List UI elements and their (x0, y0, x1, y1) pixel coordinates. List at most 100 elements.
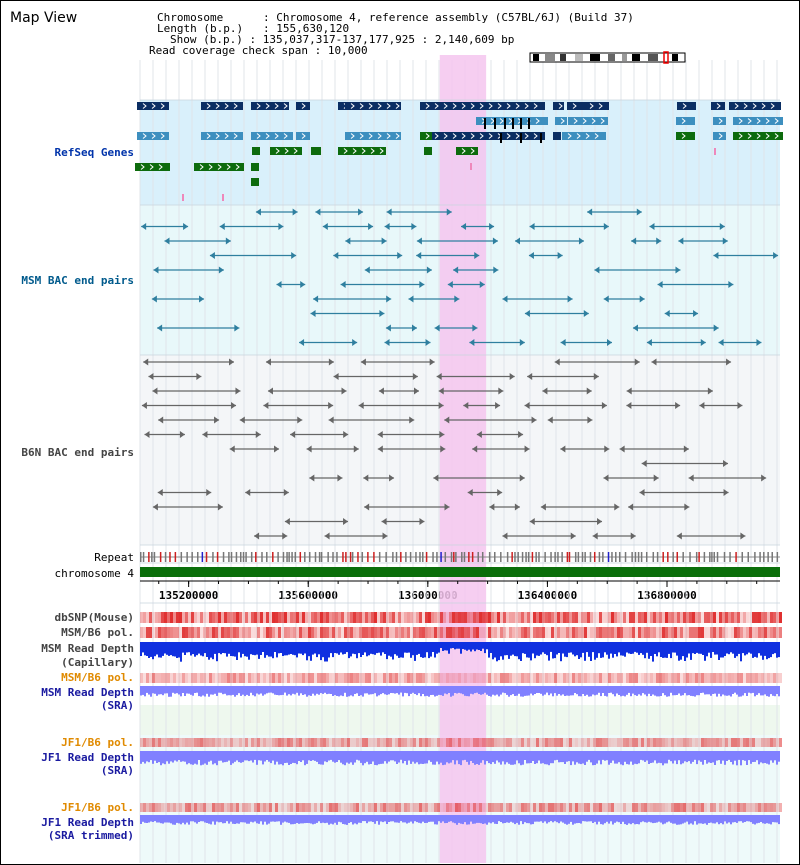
msm-b6-pol-sra-bin (656, 673, 659, 683)
msm-capillary-depth-bar (144, 642, 146, 656)
msm-capillary-depth-bar (218, 642, 220, 654)
msm-bac-pair-end (587, 208, 593, 216)
msm-sra-depth-bar (224, 686, 226, 694)
msm-capillary-depth-bar (166, 642, 168, 655)
jf1-b6-pol-bin (674, 738, 677, 747)
jf1-b6-pol-bin (659, 738, 662, 747)
repeat-element (517, 552, 519, 562)
gene-feature (201, 132, 243, 140)
jf1-sra-trimmed-depth-bar (140, 815, 142, 824)
jf1-sra-depth-bar (444, 751, 446, 765)
jf1-b6-pol-bin (506, 738, 509, 747)
msm-sra-depth-bar (732, 686, 734, 694)
msm-sra-depth-bar (160, 686, 162, 695)
jf1-sra-depth-bar (360, 751, 362, 763)
gene-exon-tick (494, 118, 496, 129)
msm-sra-depth-bar (144, 686, 146, 697)
jf1-sra-depth-bar (632, 751, 634, 765)
repeat-element (672, 552, 674, 562)
jf1-sra-trimmed-depth-bar (154, 815, 156, 822)
msm-b6-pol-sra-bin (287, 673, 290, 683)
jf1-b6-pol-trimmed-bin (344, 803, 347, 812)
jf1-sra-depth-bar (664, 751, 666, 764)
jf1-sra-depth-bar (328, 751, 330, 761)
msm-sra-depth-bar (260, 686, 262, 694)
jf1-b6-pol-bin (500, 738, 503, 747)
gene-strand-arrow (681, 118, 686, 124)
gene-strand-arrow (142, 133, 147, 139)
msm-b6-pol-bin (365, 627, 368, 638)
msm-capillary-depth-bar (492, 642, 494, 660)
dbsnp-density-bin (593, 612, 596, 623)
msm-sra-depth-bar (710, 686, 712, 696)
msm-sra-depth-bar (412, 686, 414, 693)
track-label-msm-bac: MSM BAC end pairs (21, 274, 134, 287)
msm-b6-pol-bin (404, 627, 407, 638)
jf1-sra-depth-bar (640, 751, 642, 760)
gene-exon-tick (520, 118, 522, 129)
gene-feature (456, 147, 478, 155)
b6n-bac-pair-end (206, 489, 212, 496)
msm-sra-depth-bar (226, 686, 228, 696)
b6n-bac-pair-end (592, 532, 598, 540)
msm-capillary-depth-bar (394, 642, 396, 655)
jf1-sra-trimmed-depth-bar (178, 815, 180, 824)
jf1-sra-depth-bar (770, 751, 772, 761)
jf1-b6-pol-trimmed-bin (497, 803, 500, 812)
msm-capillary-depth-bar (756, 642, 758, 658)
jf1-sra-depth-bar (568, 751, 570, 762)
dbsnp-density-bin (323, 612, 326, 623)
repeat-element (538, 552, 540, 562)
msm-sra-depth-bar (612, 686, 614, 695)
msm-b6-pol-sra-bin (635, 673, 638, 683)
jf1-b6-pol-trimmed-bin (440, 803, 443, 812)
jf1-sra-depth-bar (532, 751, 534, 761)
jf1-sra-depth-bar (628, 751, 630, 765)
gene-feature (584, 102, 609, 110)
msm-b6-pol-bin (554, 627, 557, 638)
jf1-sra-depth-bar (308, 751, 310, 761)
b6n-bac-pair-end (688, 474, 694, 482)
b6n-bac-pair-end (245, 489, 251, 496)
gene-feature (345, 132, 401, 140)
msm-capillary-depth-bar (202, 642, 204, 657)
jf1-b6-pol-trimmed-bin (290, 803, 293, 812)
gene-strand-arrow (765, 118, 770, 124)
msm-capillary-depth-bar (660, 642, 662, 657)
dbsnp-density-bin (611, 612, 614, 623)
dbsnp-density-bin (695, 612, 698, 623)
msm-capillary-depth-bar (336, 642, 338, 654)
msm-sra-depth-bar (574, 686, 576, 693)
msm-capillary-depth-bar (440, 642, 442, 648)
jf1-b6-pol-trimmed-bin (413, 803, 416, 812)
dbsnp-density-bin (647, 612, 650, 623)
jf1-b6-pol-trimmed-bin (521, 803, 524, 812)
msm-sra-depth-bar (554, 686, 556, 694)
jf1-sra-trimmed-depth-bar (560, 815, 562, 822)
msm-capillary-depth-bar (424, 642, 426, 658)
msm-bac-pair-end (493, 266, 499, 274)
msm-capillary-depth-bar (348, 642, 350, 659)
msm-b6-pol-sra-bin (227, 673, 230, 683)
b6n-bac-pair-end (683, 445, 689, 453)
jf1-sra-trimmed-depth-bar (144, 815, 146, 823)
jf1-b6-pol-trimmed-bin (668, 803, 671, 812)
jf1-sra-depth-bar (630, 751, 632, 762)
msm-capillary-depth-bar (320, 642, 322, 661)
b6n-bac-pair-end (597, 518, 603, 525)
gene-strand-arrow (301, 133, 306, 139)
jf1-b6-pol-bin (497, 738, 500, 747)
jf1-sra-depth-bar (592, 751, 594, 766)
jf1-sra-trimmed-depth-bar (564, 815, 566, 824)
msm-capillary-depth-bar (188, 642, 190, 653)
jf1-b6-pol-bin (155, 738, 158, 747)
msm-sra-depth-bar (356, 686, 358, 694)
dbsnp-density-bin (641, 612, 644, 623)
repeat-element (455, 552, 457, 562)
repeat-element (689, 552, 691, 562)
msm-b6-pol-bin (683, 627, 686, 638)
msm-bac-pair-end (381, 237, 387, 245)
msm-b6-pol-sra-bin (743, 673, 746, 683)
jf1-b6-pol-trimmed-bin (170, 803, 173, 812)
